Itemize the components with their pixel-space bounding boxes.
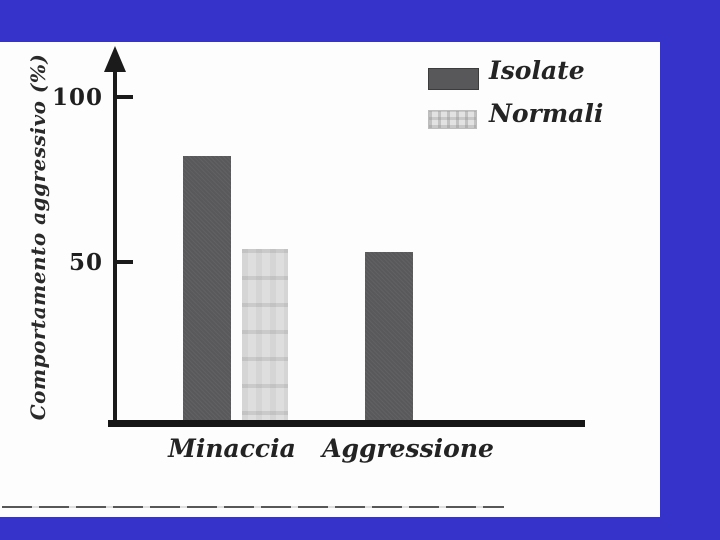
x-category-label-aggressione: Aggressione xyxy=(322,434,494,463)
bar-aggressione-isolate xyxy=(365,252,413,427)
y-axis-line xyxy=(113,66,117,427)
scan-artifact-line xyxy=(2,506,504,508)
legend-swatch-isolate xyxy=(428,68,479,90)
y-axis-arrow-icon xyxy=(104,46,126,72)
legend-label-isolate: Isolate xyxy=(489,56,585,85)
x-category-label-minaccia: Minaccia xyxy=(168,434,296,463)
y-tick-mark-50 xyxy=(117,260,133,264)
y-tick-mark-100 xyxy=(117,95,133,99)
legend-label-normali: Normali xyxy=(489,99,604,128)
y-tick-label-50: 50 xyxy=(68,249,103,276)
bar-minaccia-normali xyxy=(242,249,288,427)
x-axis-line xyxy=(108,420,585,427)
bar-minaccia-isolate xyxy=(183,156,231,427)
legend-swatch-normali xyxy=(428,110,477,129)
y-tick-label-100: 100 xyxy=(51,84,103,111)
chart-panel: Comportamento aggressivo (%) 100 50 Minac… xyxy=(0,42,660,517)
